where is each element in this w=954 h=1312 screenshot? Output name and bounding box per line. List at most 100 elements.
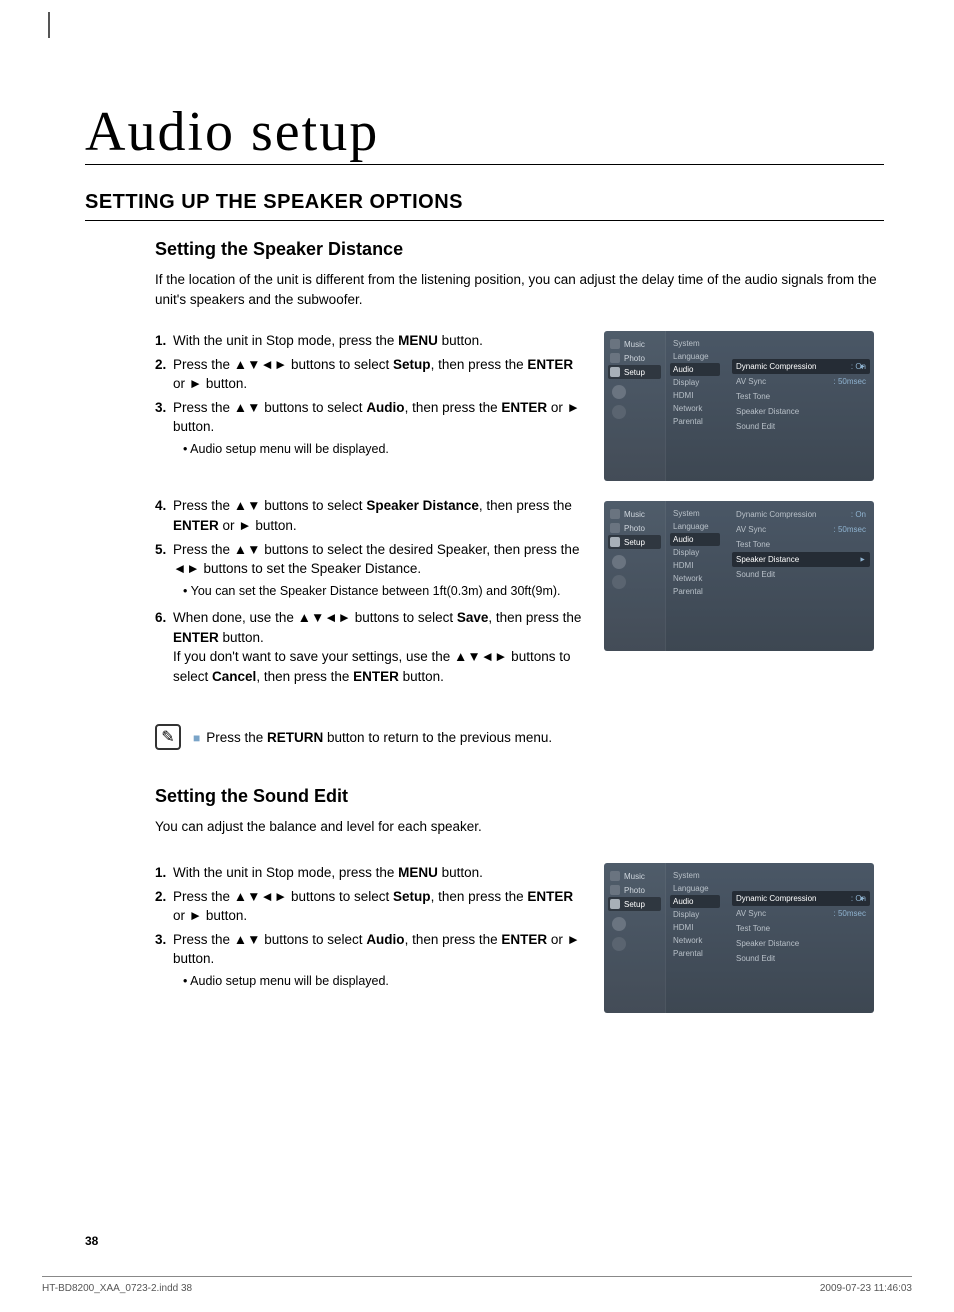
step-2: 2. Press the ▲▼◄► buttons to select Setu… xyxy=(155,355,584,394)
osd-menu-system: System xyxy=(670,507,720,520)
subsection-title-sound-edit: Setting the Sound Edit xyxy=(155,786,884,807)
osd-item-sound-edit: Sound Edit xyxy=(732,567,870,582)
osd-screenshot-audio-menu: Music Photo Setup System Language Audio … xyxy=(604,863,874,1013)
osd-tab-setup: Setup xyxy=(608,897,661,911)
music-icon xyxy=(610,509,620,519)
step-3: 3. Press the ▲▼ buttons to select Audio,… xyxy=(155,398,584,437)
intro-paragraph: If the location of the unit is different… xyxy=(155,270,884,309)
step-bold: MENU xyxy=(398,865,438,880)
note-text: button to return to the previous menu. xyxy=(323,730,552,745)
osd-tab-music: Music xyxy=(608,507,661,521)
osd-menu-network: Network xyxy=(670,572,720,585)
step-text: , then press the xyxy=(431,357,528,372)
osd-item-speaker-distance: Speaker Distance xyxy=(732,936,870,951)
section-title: SETTING UP THE SPEAKER OPTIONS xyxy=(85,191,884,221)
osd-screenshot-audio-menu: Music Photo Setup System Language Audio … xyxy=(604,331,874,481)
step-number: 5. xyxy=(155,540,173,579)
step-bold: Cancel xyxy=(212,669,256,684)
osd-menu-network: Network xyxy=(670,934,720,947)
chapter-title: Audio setup xyxy=(85,100,884,165)
osd-item-dynamic-compression: Dynamic Compression: On► xyxy=(732,891,870,906)
osd-item-dynamic-compression: Dynamic Compression: On► xyxy=(732,359,870,374)
music-icon xyxy=(610,871,620,881)
step-text: Press the ▲▼ buttons to select the desir… xyxy=(173,540,584,579)
step-text: , then press the xyxy=(405,400,502,415)
step-bold: Audio xyxy=(366,400,404,415)
osd-menu-display: Display xyxy=(670,376,720,389)
step-number: 3. xyxy=(155,398,173,437)
imprint-file: HT-BD8200_XAA_0723-2.indd 38 xyxy=(42,1283,192,1294)
steps-column: 1. With the unit in Stop mode, press the… xyxy=(155,331,584,690)
osd-menu-language: Language xyxy=(670,520,720,533)
step-number: 1. xyxy=(155,863,173,883)
intro-paragraph: You can adjust the balance and level for… xyxy=(155,817,884,837)
step-bold: ENTER xyxy=(527,357,573,372)
step-text: or ► button. xyxy=(173,908,247,923)
step-text: Press the ▲▼◄► buttons to select xyxy=(173,889,393,904)
step-bullet: You can set the Speaker Distance between… xyxy=(183,583,584,601)
chevron-right-icon: ► xyxy=(859,363,866,370)
osd-menu-parental: Parental xyxy=(670,947,720,960)
chevron-right-icon: ► xyxy=(859,895,866,902)
step-bold: ENTER xyxy=(501,400,547,415)
osd-tab-photo: Photo xyxy=(608,351,661,365)
bullet-icon: ■ xyxy=(193,731,200,745)
step-1: 1. With the unit in Stop mode, press the… xyxy=(155,863,584,883)
photo-icon xyxy=(610,353,620,363)
step-text: Press the ▲▼ buttons to select xyxy=(173,932,366,947)
step-bold: ENTER xyxy=(501,932,547,947)
step-bullet: Audio setup menu will be displayed. xyxy=(183,973,584,991)
step-text: , then press the xyxy=(479,498,572,513)
step-number: 4. xyxy=(155,496,173,535)
step-4: 4. Press the ▲▼ buttons to select Speake… xyxy=(155,496,584,535)
step-text: Press the ▲▼◄► buttons to select xyxy=(173,357,393,372)
osd-tab-photo: Photo xyxy=(608,521,661,535)
osd-item-speaker-distance: Speaker Distance► xyxy=(732,552,870,567)
step-text: button. xyxy=(399,669,444,684)
osd-menu-system: System xyxy=(670,869,720,882)
note-row: ✎ ■Press the RETURN button to return to … xyxy=(155,724,884,750)
osd-screenshot-speaker-distance: Music Photo Setup System Language Audio … xyxy=(604,501,874,651)
note-bold: RETURN xyxy=(267,730,323,745)
osd-menu-language: Language xyxy=(670,882,720,895)
step-1: 1. With the unit in Stop mode, press the… xyxy=(155,331,584,351)
step-bold: Setup xyxy=(393,889,431,904)
photo-icon xyxy=(610,523,620,533)
osd-item-sound-edit: Sound Edit xyxy=(732,419,870,434)
step-bold: ENTER xyxy=(527,889,573,904)
step-number: 6. xyxy=(155,608,173,686)
osd-item-av-sync: AV Sync: 50msec xyxy=(732,522,870,537)
step-5: 5. Press the ▲▼ buttons to select the de… xyxy=(155,540,584,579)
osd-item-av-sync: AV Sync: 50msec xyxy=(732,374,870,389)
step-text: or ► button. xyxy=(173,376,247,391)
step-bold: MENU xyxy=(398,333,438,348)
osd-tab-photo: Photo xyxy=(608,883,661,897)
subsection-title-speaker-distance: Setting the Speaker Distance xyxy=(155,239,884,260)
step-text: button. xyxy=(219,630,264,645)
osd-menu-audio: Audio xyxy=(670,895,720,908)
osd-menu-display: Display xyxy=(670,546,720,559)
page-number: 38 xyxy=(85,1234,98,1248)
step-text: , then press the xyxy=(405,932,502,947)
step-number: 2. xyxy=(155,887,173,926)
osd-menu-language: Language xyxy=(670,350,720,363)
step-text: With the unit in Stop mode, press the xyxy=(173,333,398,348)
osd-tab-music: Music xyxy=(608,337,661,351)
step-text: When done, use the ▲▼◄► buttons to selec… xyxy=(173,610,457,625)
step-number: 2. xyxy=(155,355,173,394)
globe-icon xyxy=(612,937,626,951)
step-bold: Audio xyxy=(366,932,404,947)
osd-item-test-tone: Test Tone xyxy=(732,537,870,552)
osd-item-dynamic-compression: Dynamic Compression: On xyxy=(732,507,870,522)
step-text: button. xyxy=(438,865,483,880)
osd-menu-system: System xyxy=(670,337,720,350)
step-bold: ENTER xyxy=(173,518,219,533)
gear-icon xyxy=(610,899,620,909)
step-bold: ENTER xyxy=(353,669,399,684)
osd-item-av-sync: AV Sync: 50msec xyxy=(732,906,870,921)
manual-page: Audio setup SETTING UP THE SPEAKER OPTIO… xyxy=(0,0,954,1013)
gear-icon xyxy=(610,367,620,377)
step-2: 2. Press the ▲▼◄► buttons to select Setu… xyxy=(155,887,584,926)
osd-item-test-tone: Test Tone xyxy=(732,389,870,404)
step-text: , then press the xyxy=(431,889,528,904)
